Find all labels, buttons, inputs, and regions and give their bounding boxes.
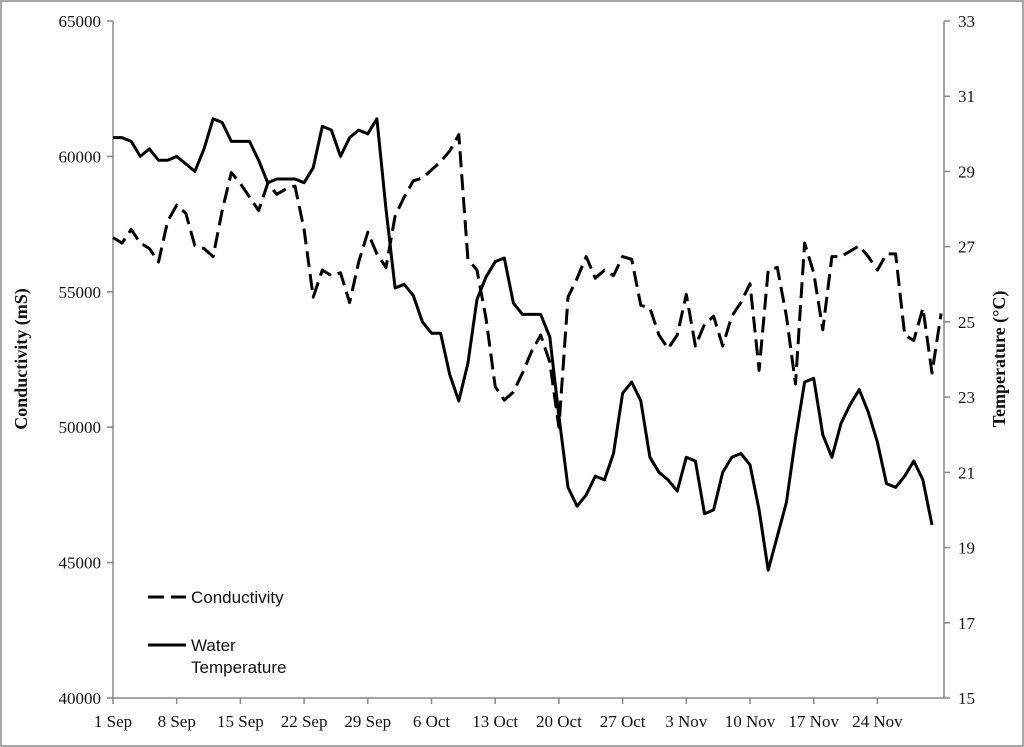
tick-marks xyxy=(107,20,950,704)
legend-label-temperature-line1: Water xyxy=(191,636,236,655)
x-tick-label: 15 Sep xyxy=(217,712,264,731)
legend: Conductivity Water Temperature xyxy=(148,588,286,677)
y-tick-label: 50000 xyxy=(59,418,102,437)
x-tick-label: 3 Nov xyxy=(665,712,708,731)
legend-label-temperature: Water Temperature xyxy=(191,636,286,677)
y-tick-label: 40000 xyxy=(59,689,102,708)
y2-tick-labels: 15 17 19 21 23 25 27 29 31 33 xyxy=(958,12,976,708)
legend-label-temperature-line2: Temperature xyxy=(191,658,286,677)
y2-tick-label: 21 xyxy=(958,463,975,482)
x-tick-label: 22 Sep xyxy=(281,712,328,731)
x-tick-label: 13 Oct xyxy=(472,712,518,731)
series-line-conductivity xyxy=(112,133,943,429)
y-tick-label: 60000 xyxy=(59,147,102,166)
x-tick-labels: 1 Sep 8 Sep 15 Sep 22 Sep 29 Sep 6 Oct 13 Oct 2… xyxy=(94,712,903,731)
y2-tick-label: 27 xyxy=(958,238,976,257)
series-layer xyxy=(112,117,943,572)
y-tick-label: 55000 xyxy=(59,283,102,302)
x-tick-label: 27 Oct xyxy=(600,712,646,731)
x-tick-label: 17 Nov xyxy=(788,712,839,731)
y2-tick-label: 25 xyxy=(958,313,975,332)
y2-tick-label: 19 xyxy=(958,539,975,558)
y2-axis-title: Temperature (°C) xyxy=(989,291,1010,428)
x-tick-label: 10 Nov xyxy=(725,712,776,731)
x-tick-label: 1 Sep xyxy=(94,712,132,731)
series-line-water-temperature xyxy=(113,117,934,572)
x-tick-label: 29 Sep xyxy=(344,712,391,731)
x-tick-label: 8 Sep xyxy=(158,712,196,731)
axes xyxy=(112,21,945,699)
y2-tick-label: 23 xyxy=(958,388,975,407)
y2-tick-label: 29 xyxy=(958,162,975,181)
y-tick-labels: 40000 45000 50000 55000 60000 65000 xyxy=(59,12,102,708)
y-tick-label: 45000 xyxy=(59,554,102,573)
y2-tick-label: 31 xyxy=(958,87,975,106)
x-tick-label: 20 Oct xyxy=(536,712,582,731)
y2-tick-label: 15 xyxy=(958,689,975,708)
y2-tick-label: 33 xyxy=(958,12,975,31)
y-axis-title: Conductivity (mS) xyxy=(11,288,32,430)
x-tick-label: 24 Nov xyxy=(852,712,903,731)
y-tick-label: 65000 xyxy=(59,12,102,31)
x-tick-label: 6 Oct xyxy=(413,712,451,731)
y2-tick-label: 17 xyxy=(958,614,976,633)
legend-label-conductivity: Conductivity xyxy=(191,588,284,607)
